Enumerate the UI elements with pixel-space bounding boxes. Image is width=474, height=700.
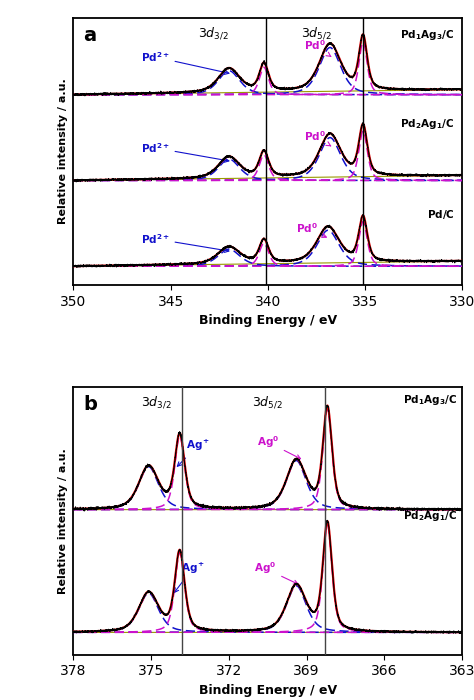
Text: $\mathbf{Pd^{2+}}$: $\mathbf{Pd^{2+}}$ xyxy=(141,50,229,74)
Text: $3d_{3/2}$: $3d_{3/2}$ xyxy=(141,395,172,410)
X-axis label: Binding Energy / eV: Binding Energy / eV xyxy=(199,684,337,696)
Text: a: a xyxy=(83,25,96,45)
Text: $\mathbf{Ag^+}$: $\mathbf{Ag^+}$ xyxy=(174,561,205,592)
Text: $\mathbf{Pd^0}$: $\mathbf{Pd^0}$ xyxy=(296,222,326,237)
Y-axis label: Relative intensity / a.u.: Relative intensity / a.u. xyxy=(58,78,68,224)
Text: $\mathbf{Pd^{2+}}$: $\mathbf{Pd^{2+}}$ xyxy=(141,232,229,253)
X-axis label: Binding Energy / eV: Binding Energy / eV xyxy=(199,314,337,328)
Text: $\mathbf{Pd_2Ag_1/C}$: $\mathbf{Pd_2Ag_1/C}$ xyxy=(403,509,457,523)
Y-axis label: Relative intensity / a.u.: Relative intensity / a.u. xyxy=(58,448,68,594)
Text: b: b xyxy=(83,395,97,414)
Text: $\mathbf{Ag^+}$: $\mathbf{Ag^+}$ xyxy=(177,438,210,466)
Text: $3d_{5/2}$: $3d_{5/2}$ xyxy=(253,395,283,410)
Text: $\mathbf{Pd^0}$: $\mathbf{Pd^0}$ xyxy=(303,38,331,57)
Text: $\mathbf{Pd_2Ag_1/C}$: $\mathbf{Pd_2Ag_1/C}$ xyxy=(400,117,455,131)
Text: $3d_{5/2}$: $3d_{5/2}$ xyxy=(301,25,332,41)
Text: $\mathbf{Pd/C}$: $\mathbf{Pd/C}$ xyxy=(427,209,455,221)
Text: $\mathbf{Ag^0}$: $\mathbf{Ag^0}$ xyxy=(254,561,298,584)
Text: $3d_{3/2}$: $3d_{3/2}$ xyxy=(198,25,229,41)
Text: $\mathbf{Pd_1Ag_3/C}$: $\mathbf{Pd_1Ag_3/C}$ xyxy=(400,28,455,42)
Text: $\mathbf{Ag^0}$: $\mathbf{Ag^0}$ xyxy=(257,434,301,458)
Text: $\mathbf{Pd^0}$: $\mathbf{Pd^0}$ xyxy=(303,129,331,146)
Text: $\mathbf{Pd^{2+}}$: $\mathbf{Pd^{2+}}$ xyxy=(141,141,229,162)
Text: $\mathbf{Pd_1Ag_3/C}$: $\mathbf{Pd_1Ag_3/C}$ xyxy=(403,393,457,407)
